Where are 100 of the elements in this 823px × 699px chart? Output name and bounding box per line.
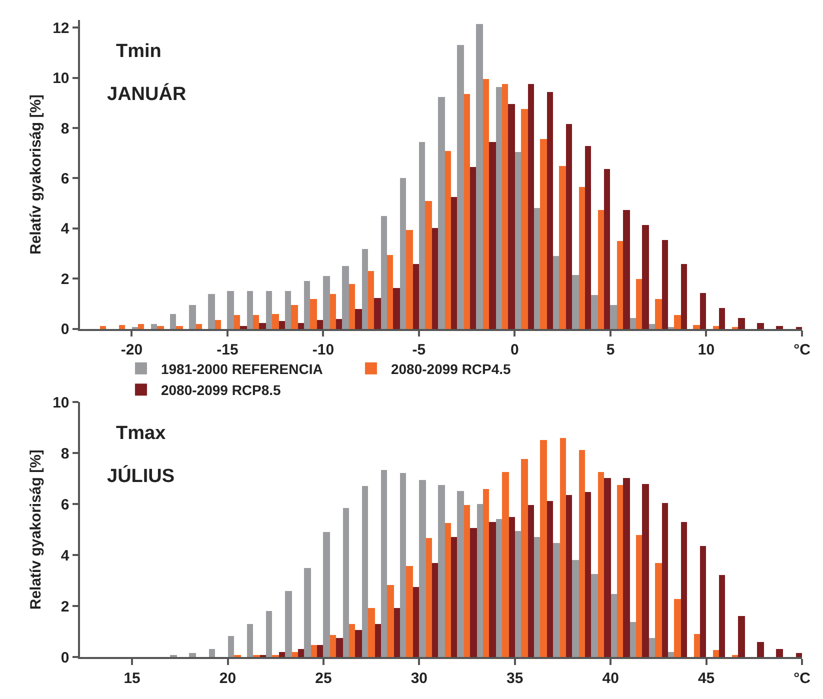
bar: [438, 97, 445, 329]
bar: [157, 326, 164, 329]
bar: [375, 624, 381, 657]
bar: [413, 264, 419, 329]
bar: [694, 634, 700, 657]
annotation: JANUÁR: [107, 83, 186, 105]
bar: [757, 642, 764, 657]
bar: [323, 532, 330, 657]
bar: [119, 325, 125, 329]
bar: [585, 146, 591, 329]
bar: [515, 152, 521, 329]
bar: [534, 208, 540, 329]
bar: [432, 228, 438, 329]
bar: [343, 508, 349, 657]
y-tick-label: 10: [52, 394, 70, 412]
bar: [240, 326, 247, 329]
y-tick-label: 2: [60, 598, 70, 616]
bar: [636, 279, 642, 329]
x-tick-label: 20: [219, 670, 236, 687]
bar: [496, 519, 502, 657]
bar: [215, 320, 221, 329]
bar: [176, 326, 183, 329]
bar: [304, 568, 311, 657]
bar: [247, 624, 253, 657]
y-tick-label: 8: [60, 120, 70, 138]
bar: [349, 624, 355, 657]
bar: [483, 79, 489, 329]
bar: [757, 323, 764, 329]
bar: [381, 470, 387, 657]
bar: [681, 522, 687, 657]
x-tick-label: °C: [794, 670, 811, 687]
bar: [266, 291, 272, 329]
bar: [451, 197, 457, 329]
x-tick-label: -10: [312, 342, 334, 359]
x-tick-label: 5: [606, 342, 615, 359]
bar: [489, 142, 496, 329]
x-tick-label: 0: [510, 342, 519, 359]
bar: [719, 308, 725, 329]
bar: [393, 288, 400, 329]
bar: [630, 622, 636, 657]
bar: [572, 560, 579, 657]
bar: [579, 187, 585, 329]
bar: [521, 109, 528, 329]
bar: [528, 505, 534, 657]
bar: [330, 635, 336, 657]
y-tick-label: 10: [52, 70, 70, 88]
bar: [534, 537, 540, 657]
bar: [560, 438, 566, 657]
bar: [521, 459, 528, 657]
bar: [368, 608, 375, 657]
bar: [591, 574, 598, 657]
bar: [209, 649, 215, 657]
y-axis-title: Relatív gyakoriság [%]: [27, 94, 44, 255]
bar: [547, 501, 553, 657]
bar: [438, 485, 445, 657]
y-tick-label: 0: [60, 321, 70, 338]
bar: [528, 84, 534, 329]
bar: [579, 450, 585, 657]
bar: [400, 473, 406, 657]
bar: [604, 169, 610, 329]
bar: [272, 314, 279, 329]
bar: [234, 315, 240, 329]
bar: [470, 528, 477, 657]
bar: [566, 495, 572, 657]
bar: [381, 216, 387, 329]
bar: [681, 264, 687, 329]
bar: [342, 266, 349, 329]
bar: [259, 323, 266, 329]
bar: [451, 537, 457, 657]
bar: [559, 166, 566, 329]
bar: [432, 563, 438, 657]
x-tick-label: °C: [794, 342, 811, 359]
bar: [636, 535, 642, 657]
bar: [713, 650, 719, 657]
bar: [700, 546, 706, 657]
bar: [285, 591, 292, 657]
x-tick-label: 15: [124, 670, 140, 687]
bar: [310, 299, 317, 329]
bar: [323, 276, 330, 329]
bar: [496, 87, 502, 329]
bar: [674, 599, 681, 657]
bar: [247, 291, 253, 329]
bar: [317, 320, 323, 329]
bar: [464, 94, 470, 329]
bar: [311, 645, 317, 657]
bar: [598, 472, 604, 657]
bar: [406, 566, 413, 657]
bar: [374, 298, 381, 329]
bar: [406, 230, 413, 329]
bar: [623, 210, 630, 329]
bar: [426, 538, 432, 657]
bar: [457, 491, 464, 657]
bar: [253, 315, 259, 329]
bar: [776, 326, 783, 329]
bar: [464, 505, 470, 657]
bar: [649, 638, 655, 657]
bar: [630, 318, 636, 329]
bar: [572, 275, 579, 329]
bar: [700, 293, 706, 329]
y-tick-label: 0: [60, 649, 70, 666]
